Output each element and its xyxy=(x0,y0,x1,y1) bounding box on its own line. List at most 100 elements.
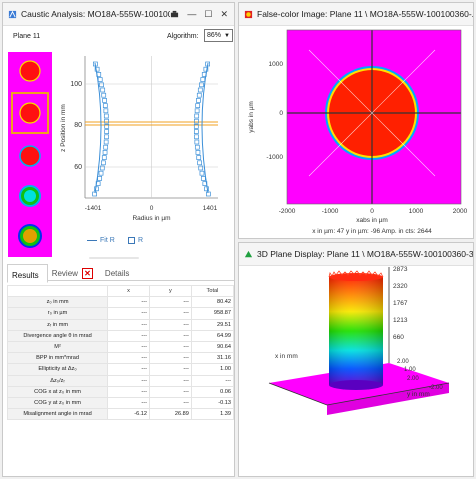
maximize-icon[interactable]: ☐ xyxy=(204,8,213,19)
row-label: zᵣ in mm xyxy=(6,318,109,331)
y-axis-3d xyxy=(326,382,450,406)
x-axis-3d-label: x in mm xyxy=(275,353,298,360)
r-point-left xyxy=(97,176,103,181)
xtick-left: -1401 xyxy=(85,205,102,212)
total-value: --- xyxy=(190,374,234,387)
r-datapoints xyxy=(92,61,211,197)
z-tick-660: 660 xyxy=(393,334,404,341)
y-value: --- xyxy=(148,385,192,398)
row-label: BPP in mm*mrad xyxy=(6,352,109,365)
header-x: x xyxy=(107,284,150,298)
plane-label: Plane 11 xyxy=(13,33,41,40)
r-point-right xyxy=(200,77,206,82)
panel-splitter[interactable] xyxy=(89,257,139,259)
x-value: --- xyxy=(107,385,150,398)
total-value: 958.87 xyxy=(190,307,234,320)
r-point-right xyxy=(205,61,210,67)
tab-results-label: Results xyxy=(12,270,39,280)
caustic-chart: 100 80 60 -1401 0 1401 Radius in µm z Po… xyxy=(60,56,218,222)
algorithm-label: Algorithm: xyxy=(167,33,199,40)
row-label: r₀ in µm xyxy=(6,307,109,320)
plane-thumbnail-2-selected[interactable] xyxy=(11,92,49,134)
x-value: --- xyxy=(107,329,150,342)
r-point-right xyxy=(194,118,199,124)
table-row[interactable]: Divergence angle θ in mrad --- --- 64.99 xyxy=(6,329,234,342)
beam-cylinder-base xyxy=(329,380,383,390)
xtick-center: 0 xyxy=(150,205,154,212)
row-label: Δz₀/zᵣ xyxy=(6,374,109,387)
table-row[interactable]: r₀ in µm --- --- 958.87 xyxy=(6,307,234,320)
plane-thumbnail-4[interactable] xyxy=(13,176,47,216)
beam-cylinder-top xyxy=(329,273,383,281)
table-row[interactable]: z₀ in mm --- --- 80.42 xyxy=(6,296,234,309)
x-axis-label: Radius in µm xyxy=(132,215,170,222)
beam-cylinder-shade xyxy=(329,277,383,385)
tab-details[interactable]: Details xyxy=(101,264,137,280)
header-label xyxy=(6,284,109,298)
header-y: y xyxy=(148,284,192,298)
minimize-icon[interactable]: — xyxy=(187,9,197,19)
plane-thumbnail-5[interactable] xyxy=(13,216,47,256)
plane-thumbnail-3[interactable] xyxy=(13,136,47,176)
r-point-right xyxy=(195,103,201,108)
fc-status-readout: x in µm: 47 y in µm: -96 Amp. in cts: 26… xyxy=(312,228,432,235)
fc-xtick-1000: 1000 xyxy=(409,208,424,215)
table-row[interactable]: Ellipticity at Δz₀ --- --- 1.00 xyxy=(6,363,234,376)
table-row[interactable]: Misalignment angle in mrad -6.12 26.89 1.39 xyxy=(6,408,234,421)
x-value: --- xyxy=(107,363,150,376)
total-value: 31.16 xyxy=(190,352,234,365)
fc-y-axis-label: yabs in µm xyxy=(248,101,255,133)
results-table-header: x y Total xyxy=(6,284,234,298)
tab-results[interactable]: Results xyxy=(7,264,48,283)
table-row[interactable]: BPP in mm*mrad --- --- 31.16 xyxy=(6,352,234,365)
results-tabstrip: Results Review ✕ Details xyxy=(7,264,234,283)
r-point-left xyxy=(97,77,103,82)
r-point-left xyxy=(101,155,107,160)
fc-xtick-minus2000: -2000 xyxy=(279,208,296,215)
legend-fit-label: Fit R xyxy=(100,237,115,244)
print-icon[interactable] xyxy=(170,10,179,19)
close-icon[interactable]: ✕ xyxy=(220,8,228,19)
r-point-left xyxy=(102,103,108,108)
r-point-left xyxy=(103,113,109,119)
y-tick-1: 1.00 xyxy=(404,367,416,373)
y-value: --- xyxy=(148,352,192,365)
error-x-icon: ✕ xyxy=(81,268,93,279)
r-point-left xyxy=(95,181,101,186)
total-value: 80.42 xyxy=(190,296,234,309)
table-row[interactable]: Δz₀/zᵣ --- --- --- xyxy=(6,374,234,387)
table-row[interactable]: M² --- --- 90.64 xyxy=(6,340,234,354)
header-total: Total xyxy=(190,284,234,298)
y-value: --- xyxy=(148,329,192,342)
row-label: z₀ in mm xyxy=(6,296,109,309)
r-point-left xyxy=(104,124,110,129)
r-point-left xyxy=(93,61,98,67)
y-value: --- xyxy=(148,396,192,410)
algorithm-select[interactable]: 86% ▼ xyxy=(204,29,233,42)
y-axis-3d-label: y in mm xyxy=(407,391,430,398)
table-row[interactable]: zᵣ in mm --- --- 29.51 xyxy=(6,318,234,331)
z-tick-2873: 2873 xyxy=(393,266,408,273)
false-color-titlebar[interactable]: False-color Image: Plane 11 \ MO18A-555W… xyxy=(239,3,473,26)
r-point-right xyxy=(206,191,211,197)
row-label: Divergence angle θ in mrad xyxy=(6,329,109,342)
r-point-right xyxy=(199,170,205,176)
r-point-left xyxy=(104,134,109,140)
plane-3d-plot: 2873 2320 1767 1213 660 x in mm 2.00 1.0… xyxy=(268,266,450,415)
plane-3d-titlebar[interactable]: 3D Plane Display: Plane 11 \ MO18A-555W-… xyxy=(239,243,473,266)
table-row[interactable]: COG y at z₀ in mm --- --- -0.13 xyxy=(6,396,234,410)
r-point-left xyxy=(100,160,106,166)
total-value: 29.51 xyxy=(190,318,234,331)
r-point-right xyxy=(199,82,204,88)
r-point-right xyxy=(203,66,209,72)
plane-3d-window: 3D Plane Display: Plane 11 \ MO18A-555W-… xyxy=(238,242,474,477)
caustic-titlebar[interactable]: Caustic Analysis: MO18A-555W-10010036...… xyxy=(3,3,234,26)
table-row[interactable]: COG x at z₀ in mm --- --- 0.06 xyxy=(6,385,234,398)
r-point-left xyxy=(100,87,106,93)
plane-3d-app-icon xyxy=(244,250,253,257)
plane-thumbnail-1[interactable] xyxy=(13,53,47,93)
diagonal-2 xyxy=(308,49,436,177)
plot-frame xyxy=(286,29,462,205)
tab-review[interactable]: Review ✕ xyxy=(48,264,101,280)
y-value: --- xyxy=(148,374,192,387)
